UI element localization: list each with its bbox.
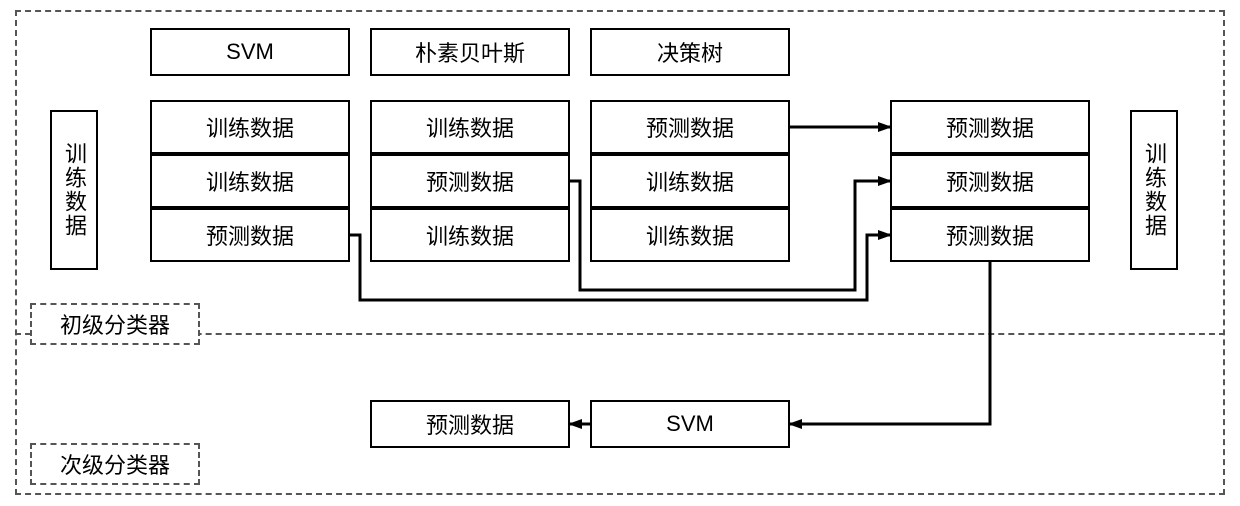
col1-cell2-text: 训练数据: [426, 219, 514, 251]
header-decision-tree: 决策树: [590, 28, 790, 76]
col1-cell0: 训练数据: [370, 100, 570, 154]
left-training-data-text: 训练数据: [58, 142, 90, 238]
left-training-data-label: 训练数据: [50, 110, 98, 270]
col3-cell0-text: 预测数据: [946, 111, 1034, 143]
diagram-canvas: 训练数据 训练数据 SVM 朴素贝叶斯 决策树 训练数据 训练数据 预测数据 训…: [0, 0, 1240, 506]
col1-cell2: 训练数据: [370, 208, 570, 262]
primary-classifier-label-text: 初级分类器: [60, 308, 170, 340]
col3-cell0: 预测数据: [890, 100, 1090, 154]
col2-cell1: 训练数据: [590, 154, 790, 208]
col0-cell0: 训练数据: [150, 100, 350, 154]
primary-classifier-label: 初级分类器: [30, 303, 200, 345]
col0-cell1: 训练数据: [150, 154, 350, 208]
secondary-svm-box: SVM: [590, 400, 790, 448]
header-naive-bayes-text: 朴素贝叶斯: [415, 36, 525, 68]
col2-cell2-text: 训练数据: [646, 219, 734, 251]
col2-cell0-text: 预测数据: [646, 111, 734, 143]
secondary-svm-text: SVM: [666, 411, 714, 437]
col3-cell2-text: 预测数据: [946, 219, 1034, 251]
col0-cell2: 预测数据: [150, 208, 350, 262]
right-training-data-label: 训练数据: [1130, 110, 1178, 270]
secondary-predict-box: 预测数据: [370, 400, 570, 448]
col2-cell1-text: 训练数据: [646, 165, 734, 197]
col0-cell1-text: 训练数据: [206, 165, 294, 197]
header-svm: SVM: [150, 28, 350, 76]
col3-cell1-text: 预测数据: [946, 165, 1034, 197]
secondary-classifier-label: 次级分类器: [30, 443, 200, 485]
secondary-predict-text: 预测数据: [426, 408, 514, 440]
col1-cell1-text: 预测数据: [426, 165, 514, 197]
secondary-classifier-label-text: 次级分类器: [60, 448, 170, 480]
col3-cell1: 预测数据: [890, 154, 1090, 208]
right-training-data-text: 训练数据: [1138, 142, 1170, 238]
col1-cell0-text: 训练数据: [426, 111, 514, 143]
col0-cell2-text: 预测数据: [206, 219, 294, 251]
col0-cell0-text: 训练数据: [206, 111, 294, 143]
col2-cell2: 训练数据: [590, 208, 790, 262]
header-naive-bayes: 朴素贝叶斯: [370, 28, 570, 76]
header-decision-tree-text: 决策树: [657, 36, 723, 68]
col3-cell2: 预测数据: [890, 208, 1090, 262]
header-svm-text: SVM: [226, 39, 274, 65]
col2-cell0: 预测数据: [590, 100, 790, 154]
col1-cell1: 预测数据: [370, 154, 570, 208]
